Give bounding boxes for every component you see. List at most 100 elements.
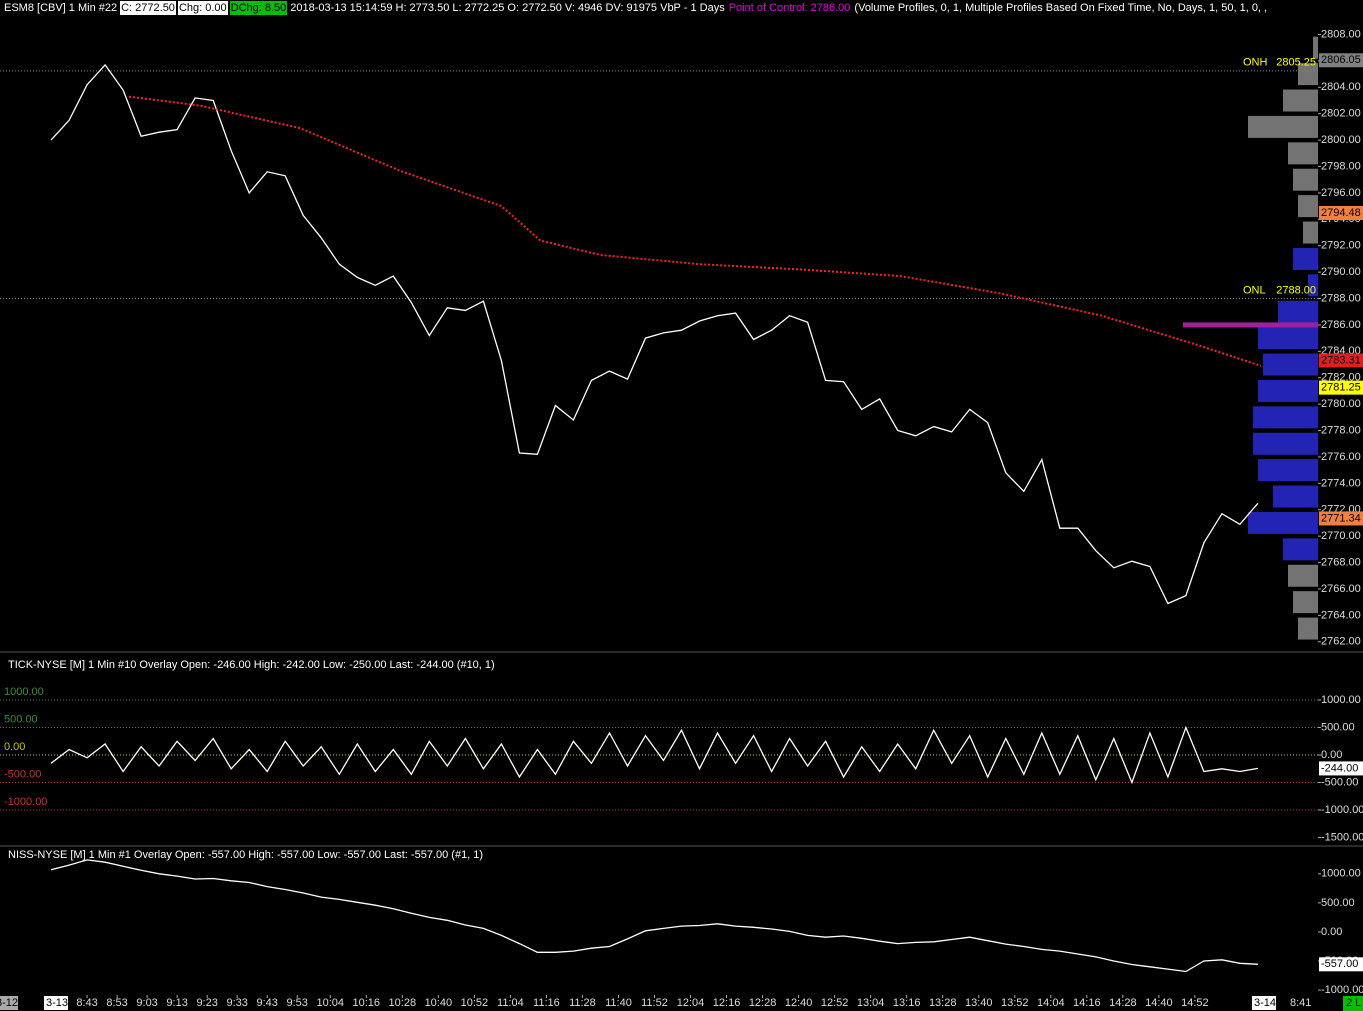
level-label: 500.00 bbox=[4, 713, 38, 725]
x-tick-label: 10:40 bbox=[425, 997, 453, 1009]
x-tick-label: 14:04 bbox=[1037, 997, 1065, 1009]
profile-bar bbox=[1248, 511, 1318, 534]
x-tick-label: 14:28 bbox=[1109, 997, 1137, 1009]
price-tag-label: 2783.31 bbox=[1321, 354, 1361, 366]
price-tag-label: 2781.25 bbox=[1321, 382, 1361, 394]
level-label: 0.00 bbox=[4, 741, 25, 753]
profile-bar bbox=[1313, 36, 1318, 59]
y-tick-label: 2768.00 bbox=[1321, 556, 1361, 568]
y-tick-label: 0.00 bbox=[1321, 926, 1342, 938]
header-item: (Volume Profiles, 0, 1, Multiple Profile… bbox=[853, 1, 1269, 15]
x-tick-label: 9:23 bbox=[196, 997, 217, 1009]
profile-bar bbox=[1288, 564, 1318, 587]
price-tag bbox=[1319, 511, 1363, 526]
x-tick-label: 11:52 bbox=[641, 997, 668, 1009]
y-tick-label: 2776.00 bbox=[1321, 451, 1361, 463]
profile-bar bbox=[1293, 591, 1318, 614]
profile-bar bbox=[1258, 379, 1318, 402]
profile-bar bbox=[1248, 115, 1318, 138]
chart-header: ESM8 [CBV] 1 Min #22 C: 2772.50 Chg: 0.00 D… bbox=[3, 1, 1269, 15]
x-tick-label: 11:28 bbox=[569, 997, 596, 1009]
x-tick-label: 9:33 bbox=[226, 997, 247, 1009]
profile-bar bbox=[1298, 63, 1318, 86]
y-tick-label: -500.00 bbox=[1321, 776, 1358, 788]
price-tag bbox=[1319, 205, 1363, 220]
x-tick-label: 14:16 bbox=[1073, 997, 1101, 1009]
session-box bbox=[44, 996, 68, 1010]
header-item: ESM8 [CBV] 1 Min #22 bbox=[3, 1, 119, 15]
x-tick-label: 12:28 bbox=[749, 997, 777, 1009]
profile-bar bbox=[1298, 195, 1318, 218]
x-tick-label: 10:52 bbox=[461, 997, 489, 1009]
profile-bar bbox=[1283, 538, 1318, 561]
y-tick-label: 2804.00 bbox=[1321, 81, 1361, 93]
x-tick-label: 12:52 bbox=[821, 997, 849, 1009]
series-line bbox=[50, 63, 1259, 605]
x-tick-label: 14:52 bbox=[1181, 997, 1209, 1009]
y-tick-label: 2770.00 bbox=[1321, 530, 1361, 542]
profile-bar bbox=[1278, 300, 1318, 323]
session-label: 8:41 bbox=[1290, 997, 1311, 1009]
session-label: 3-14 bbox=[1254, 997, 1276, 1009]
x-tick-label: 9:53 bbox=[287, 997, 308, 1009]
price-tag-label: 2794.48 bbox=[1321, 207, 1361, 219]
x-tick-label: 11:16 bbox=[533, 997, 560, 1009]
x-tick-label: 13:40 bbox=[965, 997, 993, 1009]
profile-bar bbox=[1183, 322, 1318, 328]
x-tick-label: 13:16 bbox=[893, 997, 921, 1009]
profile-bar bbox=[1253, 406, 1318, 429]
x-tick-label: 12:40 bbox=[785, 997, 813, 1009]
profile-bar bbox=[1288, 142, 1318, 165]
y-tick-label: 500.00 bbox=[1321, 721, 1355, 733]
price-tag-label: 2806.05 bbox=[1321, 54, 1361, 66]
profile-bar bbox=[1293, 247, 1318, 270]
profile-bar bbox=[1308, 274, 1318, 297]
price-tag-label: -557.00 bbox=[1321, 958, 1358, 970]
badge: 2 L bbox=[1346, 997, 1361, 1009]
price-tag-label: -244.00 bbox=[1321, 762, 1358, 774]
header-item: Chg: 0.00 bbox=[177, 1, 228, 15]
x-tick-label: 10:04 bbox=[316, 997, 344, 1009]
price-tag bbox=[1319, 957, 1363, 972]
x-tick-label: 12:16 bbox=[713, 997, 741, 1009]
profile-bar bbox=[1258, 327, 1318, 350]
price-tag bbox=[1319, 761, 1363, 776]
y-tick-label: 2800.00 bbox=[1321, 134, 1361, 146]
y-tick-label: -1000.00 bbox=[1321, 804, 1363, 816]
panel-title: TICK-NYSE [M] 1 Min #10 Overlay Open: -2… bbox=[8, 659, 495, 671]
level-label: 1000.00 bbox=[4, 686, 44, 698]
session-label: 3-12 bbox=[0, 997, 18, 1009]
panel-title: NISS-NYSE [M] 1 Min #1 Overlay Open: -55… bbox=[8, 849, 483, 861]
profile-bar bbox=[1303, 221, 1318, 244]
y-tick-label: 2780.00 bbox=[1321, 398, 1361, 410]
series-line bbox=[128, 95, 1262, 367]
y-tick-label: 2788.00 bbox=[1321, 292, 1361, 304]
x-tick-label: 8:53 bbox=[106, 997, 127, 1009]
x-tick-label: 9:43 bbox=[256, 997, 277, 1009]
x-tick-label: 13:52 bbox=[1001, 997, 1029, 1009]
x-tick-label: 9:03 bbox=[136, 997, 157, 1009]
y-tick-label: 2766.00 bbox=[1321, 583, 1361, 595]
y-tick-label: 1000.00 bbox=[1321, 694, 1361, 706]
badge-box bbox=[1343, 996, 1363, 1011]
x-tick-label: 13:04 bbox=[857, 997, 885, 1009]
profile-bar bbox=[1273, 485, 1318, 508]
header-item: 2018-03-13 15:14:59 H: 2773.50 L: 2772.2… bbox=[289, 1, 726, 15]
level-label: -1000.00 bbox=[4, 796, 47, 808]
profile-bar bbox=[1298, 617, 1318, 640]
y-tick-label: -1000.00 bbox=[1321, 984, 1363, 996]
level-label: -500.00 bbox=[4, 768, 41, 780]
x-tick-label: 10:28 bbox=[389, 997, 417, 1009]
x-tick-label: 9:13 bbox=[166, 997, 187, 1009]
y-tick-label: 2764.00 bbox=[1321, 609, 1361, 621]
session-box bbox=[1252, 996, 1276, 1010]
y-tick-label: 2762.00 bbox=[1321, 636, 1361, 648]
session-box bbox=[0, 996, 18, 1010]
y-tick-label: 2798.00 bbox=[1321, 160, 1361, 172]
x-tick-label: 10:16 bbox=[353, 997, 381, 1009]
x-tick-label: 8:43 bbox=[76, 997, 97, 1009]
x-tick-label: 12:04 bbox=[677, 997, 705, 1009]
y-tick-label: 2802.00 bbox=[1321, 108, 1361, 120]
